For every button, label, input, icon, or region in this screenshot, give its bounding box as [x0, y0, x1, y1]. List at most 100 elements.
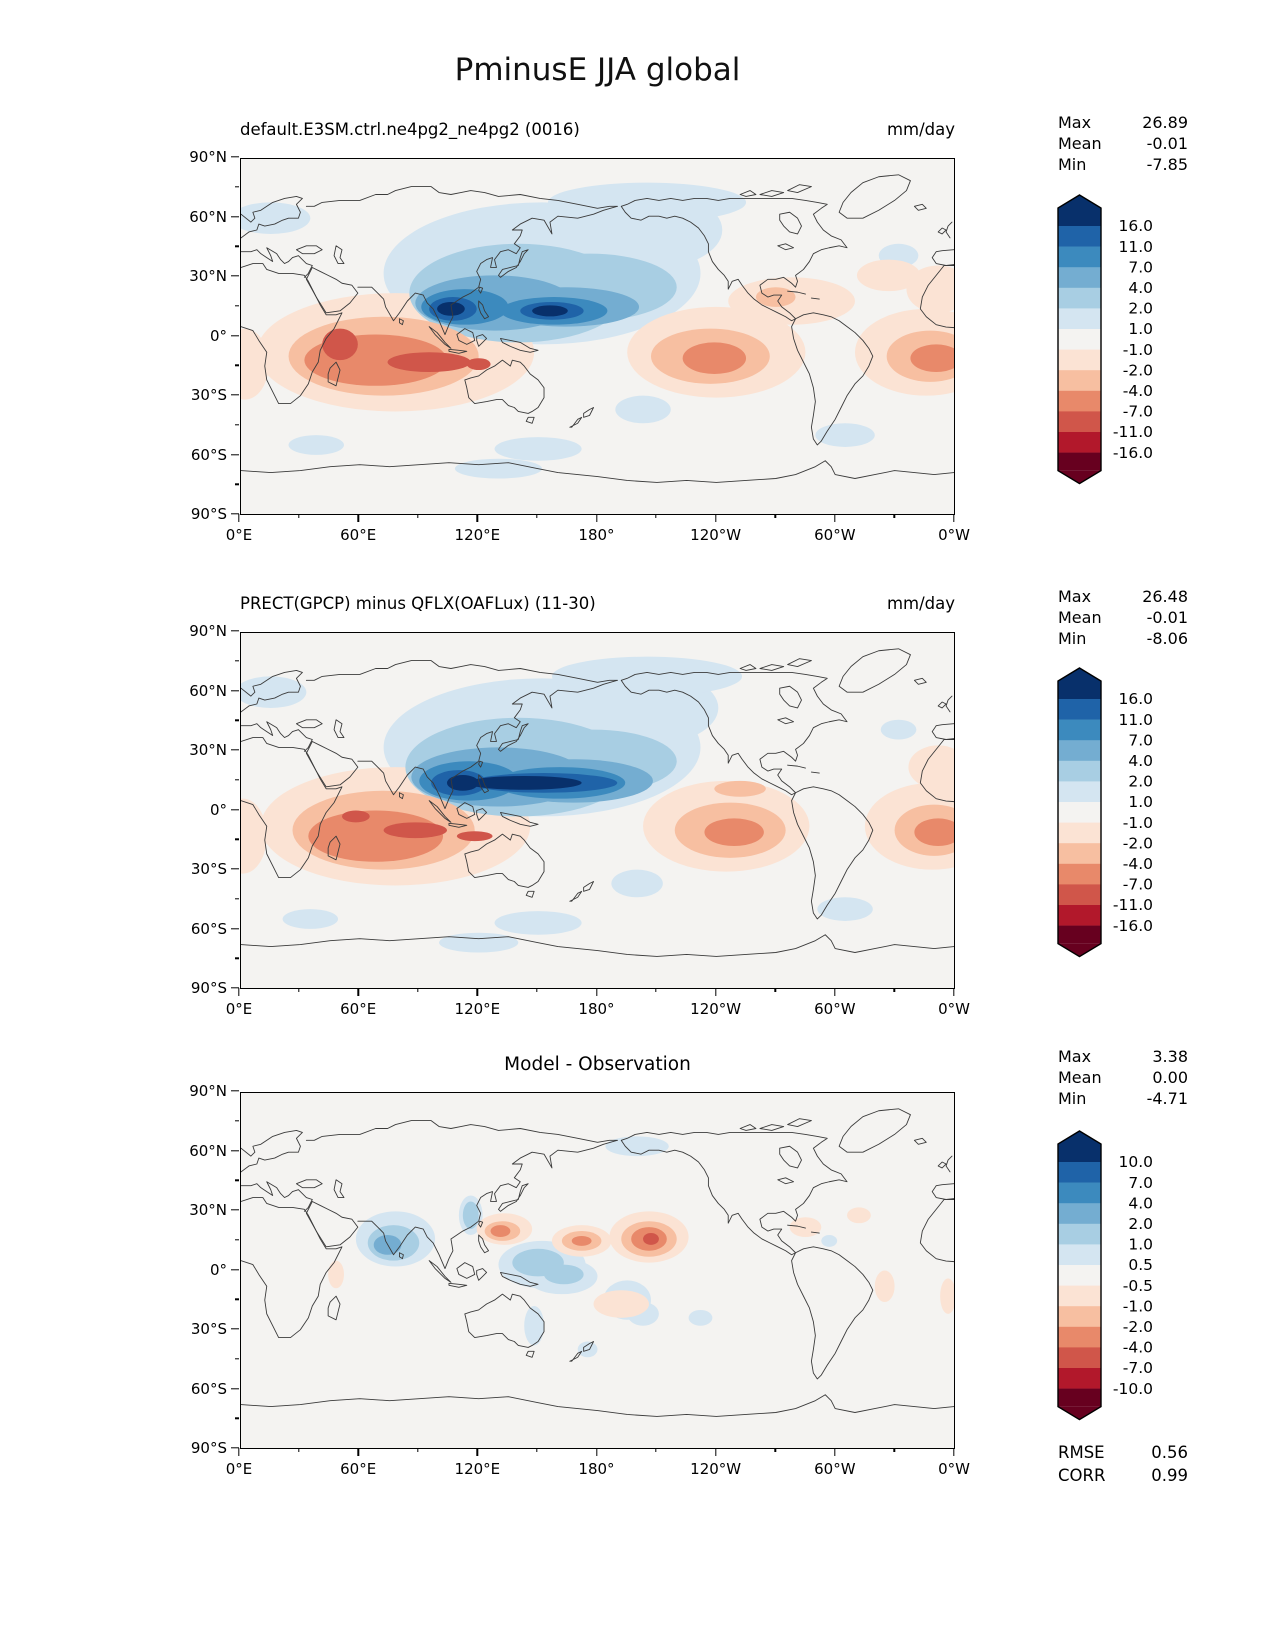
x-tick-label: 0°W: [938, 526, 970, 544]
x-tick: [655, 1448, 657, 1452]
y-tick: [235, 1358, 239, 1360]
stat-label: Mean: [1058, 608, 1102, 627]
panel-1-header: default.E3SM.ctrl.ne4pg2_ne4pg2 (0016) m…: [240, 120, 955, 139]
anomaly-fields: [241, 182, 954, 479]
x-tick-label: 60°E: [340, 1460, 377, 1478]
stat-label: Max: [1058, 1047, 1092, 1066]
stat-value: 26.89: [1142, 113, 1188, 132]
x-tick: [357, 988, 359, 996]
colorbar-panel-1: 16.0 11.0 7.0 4.0 2.0 1.0 -1.0 -2.0 -4.0 -7.0 -11.…: [1057, 194, 1153, 485]
colorbar-tick-label: 16.0: [1118, 690, 1153, 708]
colorbar-tick-label: 4.0: [1128, 279, 1153, 297]
y-tick-label: 30°S: [190, 386, 227, 404]
y-tick: [231, 1090, 239, 1092]
y-tick: [231, 927, 239, 930]
y-tick: [235, 957, 239, 959]
x-tick-label: 60°W: [814, 1000, 856, 1018]
y-tick: [231, 1387, 239, 1390]
y-tick-label: 0°: [209, 326, 227, 345]
x-tick: [595, 514, 598, 522]
stat-value: -8.06: [1146, 629, 1188, 648]
colorbar-tick-label: 4.0: [1128, 1194, 1153, 1212]
y-tick: [235, 186, 239, 188]
panel-2-map: 0°E 60°E 120°E 180° 120°W 60°W 0°W 90°N 60°N 30°N…: [189, 622, 970, 1018]
colorbar-tick-label: -4.0: [1123, 855, 1153, 873]
map-background: [241, 1093, 954, 1448]
colorbar-tick-label: -7.0: [1123, 403, 1153, 421]
panel-2-units: mm/day: [886, 594, 955, 613]
x-tick: [536, 988, 538, 992]
colorbar-tick-label: -0.5: [1123, 1277, 1153, 1295]
colorbar-panel-3: 10.0 7.0 4.0 2.0 1.0 0.5 -0.5 -1.0 -2.0 -4.0 -7.0 -…: [1057, 1130, 1153, 1421]
metric-value: 0.56: [1151, 1443, 1188, 1462]
colorbar-tick-label: 1.0: [1128, 793, 1153, 811]
x-tick: [655, 514, 657, 518]
x-tick-label: 120°E: [454, 1000, 501, 1018]
x-tick-label: 120°E: [454, 526, 501, 544]
colorbar-tick-label: -2.0: [1123, 1318, 1153, 1336]
y-tick: [231, 808, 239, 811]
colorbar-tick-label: 0.5: [1128, 1256, 1153, 1274]
x-tick: [536, 1448, 538, 1452]
y-tick-label: 60°N: [189, 207, 227, 226]
stat-value: -0.01: [1146, 608, 1188, 627]
colorbar-tick-label: -11.0: [1113, 423, 1153, 441]
y-tick: [235, 364, 239, 366]
y-tick: [231, 689, 239, 692]
y-tick: [235, 424, 239, 426]
x-tick: [417, 988, 419, 992]
y-tick: [235, 1239, 239, 1241]
y-tick: [231, 156, 239, 158]
y-tick-label: 60°S: [190, 919, 227, 938]
y-tick-label: 90°S: [190, 505, 227, 523]
x-tick: [357, 1448, 359, 1456]
y-tick: [231, 1149, 239, 1152]
metric-value: 0.99: [1151, 1465, 1188, 1485]
y-tick: [235, 1179, 239, 1181]
y-tick: [231, 334, 239, 337]
y-tick-label: 30°N: [189, 1201, 227, 1219]
map-panel-1: [241, 159, 954, 514]
y-tick: [231, 1268, 239, 1271]
y-tick: [235, 305, 239, 307]
colorbar-panel-2: 16.0 11.0 7.0 4.0 2.0 1.0 -1.0 -2.0 -4.0 -7.0 -11.…: [1057, 667, 1153, 958]
x-tick: [774, 1448, 776, 1452]
x-tick-label: 180°: [578, 526, 615, 544]
map-panel-2: [241, 633, 954, 988]
panel-3-map: 0°E 60°E 120°E 180° 120°W 60°W 0°W 90°N 60°N 30°N…: [189, 1082, 970, 1478]
x-tick-label: 0°E: [225, 1460, 253, 1478]
x-tick: [476, 988, 479, 996]
x-tick: [893, 1448, 896, 1452]
x-tick: [655, 988, 657, 992]
y-tick: [231, 453, 239, 456]
colorbar-tick-label: -1.0: [1123, 1297, 1153, 1315]
colorbar-tick-label: 2.0: [1128, 300, 1153, 318]
colorbar-tick-label: 7.0: [1128, 1174, 1153, 1192]
y-tick-label: 90°N: [189, 622, 227, 640]
colorbar-tick-label: -1.0: [1123, 814, 1153, 832]
x-tick-label: 60°E: [340, 1000, 377, 1018]
stat-label: Min: [1058, 1089, 1087, 1108]
y-tick-label: 0°: [209, 1260, 227, 1279]
stat-value: -0.01: [1146, 134, 1188, 153]
x-tick-label: 180°: [578, 1460, 615, 1478]
x-tick: [834, 1448, 836, 1456]
y-tick: [235, 1120, 239, 1122]
x-tick: [297, 988, 300, 992]
x-tick-label: 120°W: [690, 1460, 742, 1478]
y-tick-label: 30°N: [189, 741, 227, 759]
y-tick: [235, 660, 239, 662]
y-tick-label: 90°S: [190, 979, 227, 997]
y-tick: [231, 630, 239, 632]
x-tick: [953, 514, 955, 522]
colorbar-tick-label: 16.0: [1118, 217, 1153, 235]
coastlines: [241, 1109, 954, 1417]
metric-label: CORR: [1058, 1465, 1106, 1485]
x-tick: [595, 988, 598, 996]
x-tick-label: 0°E: [225, 526, 253, 544]
x-tick: [357, 514, 359, 522]
x-tick: [953, 988, 955, 996]
colorbar-tick-label: -2.0: [1123, 361, 1153, 379]
colorbar-tick-label: 1.0: [1128, 320, 1153, 338]
